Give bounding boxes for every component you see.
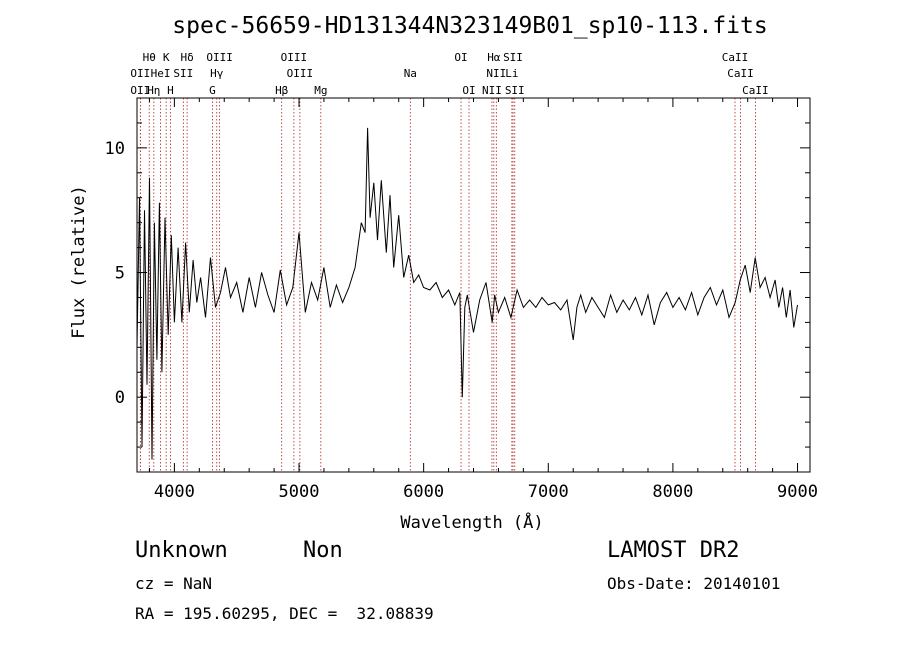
line-label: Mg (314, 84, 327, 97)
line-label: OIII (281, 51, 308, 64)
spectrum-series (136, 127, 798, 460)
line-label: Hγ (210, 67, 224, 80)
x-tick-label: 6000 (403, 482, 444, 502)
line-label: OII (130, 67, 150, 80)
line-label: CaII (722, 51, 749, 64)
line-label: Hθ (143, 51, 156, 64)
x-tick-label: 5000 (279, 482, 320, 502)
y-tick-label: 10 (105, 139, 125, 159)
line-label: Li (505, 67, 518, 80)
chart-title: spec-56659-HD131344N323149B01_sp10-113.f… (172, 13, 767, 39)
y-tick-label: 0 (115, 388, 125, 408)
line-label: Hδ (180, 51, 193, 64)
x-tick-label: 8000 (652, 482, 693, 502)
x-axis: 4000 5000 6000 7000 8000 9000 (148, 98, 818, 502)
line-label: Hβ (275, 84, 289, 97)
y-tick-label: 5 (115, 264, 125, 284)
line-label: G (209, 84, 216, 97)
line-label: SII (505, 84, 525, 97)
line-label: NII (486, 67, 506, 80)
line-label: CaII (742, 84, 769, 97)
y-axis-label: Flux (relative) (69, 185, 89, 339)
coordinates: RA = 195.60295, DEC = 32.08839 (135, 604, 434, 623)
line-label: OII (130, 84, 150, 97)
line-label: Hα (487, 51, 501, 64)
line-label: Hη (147, 84, 160, 97)
line-label: SII (503, 51, 523, 64)
plot-frame (136, 97, 811, 473)
object-subclass: Non (303, 538, 343, 563)
line-label: NII (482, 84, 502, 97)
x-tick-label: 7000 (528, 482, 569, 502)
x-axis-label: Wavelength (Å) (400, 511, 543, 533)
redshift-cz: cz = NaN (135, 574, 213, 593)
y-axis: 0 5 10 (105, 97, 810, 473)
line-label: SII (173, 67, 193, 80)
x-tick-label: 4000 (154, 482, 195, 502)
obs-date: Obs-Date: 20140101 (607, 574, 781, 593)
object-class: Unknown (135, 538, 228, 563)
line-label: OIII (206, 51, 233, 64)
line-label: OI (462, 84, 475, 97)
line-label: OIII (287, 67, 314, 80)
line-label: K (163, 51, 170, 64)
line-label: H (167, 84, 174, 97)
line-label: CaII (727, 67, 754, 80)
line-label: Na (404, 67, 417, 80)
x-tick-label: 9000 (777, 482, 818, 502)
line-label: HeI (151, 67, 171, 80)
line-label: OI (454, 51, 467, 64)
survey-name: LAMOST DR2 (607, 538, 740, 563)
spectral-line-markers (139, 98, 756, 472)
